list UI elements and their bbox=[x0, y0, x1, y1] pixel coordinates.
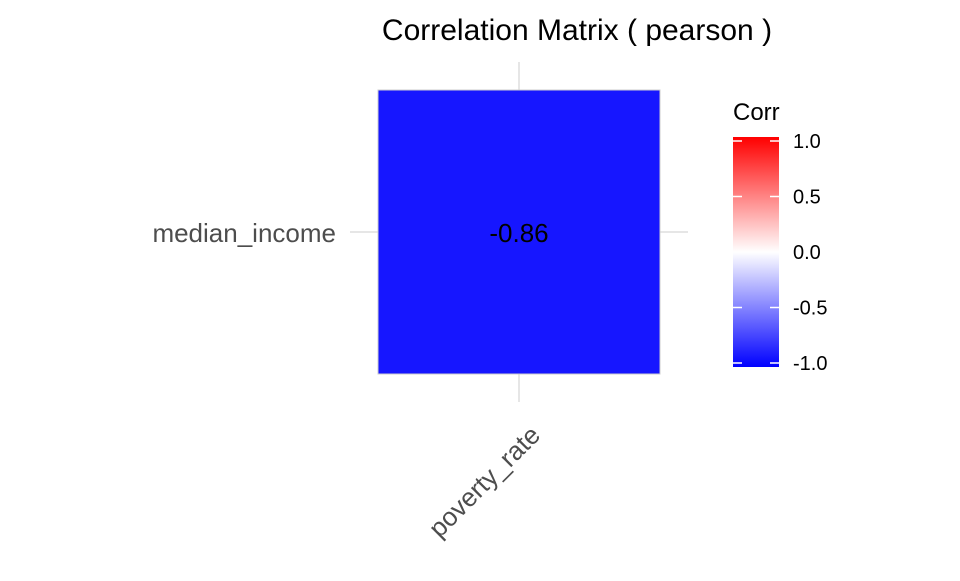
legend-tick-label: -0.5 bbox=[793, 298, 827, 320]
legend-title: Corr bbox=[733, 99, 780, 126]
legend-tick-label: 0.5 bbox=[793, 187, 821, 209]
legend-tick-label: 0.0 bbox=[793, 242, 821, 264]
legend-tick-label: -1.0 bbox=[793, 353, 827, 375]
heatmap-cells: -0.86 bbox=[377, 89, 661, 375]
cell-value-label: -0.86 bbox=[489, 218, 548, 248]
color-legend: Corr 1.0 0.5 0.0 -0.5 -1.0 bbox=[733, 99, 827, 375]
legend-tick-label: 1.0 bbox=[793, 131, 821, 153]
y-axis-tick-label: median_income bbox=[152, 218, 336, 248]
y-axis: median_income bbox=[152, 218, 336, 248]
heatmap-cell bbox=[377, 89, 661, 375]
x-axis: poverty_rate bbox=[423, 420, 546, 543]
x-axis-tick-label: poverty_rate bbox=[423, 420, 546, 543]
chart-title: Correlation Matrix ( pearson ) bbox=[382, 14, 772, 47]
legend-ticks: 1.0 0.5 0.0 -0.5 -1.0 bbox=[733, 131, 827, 375]
